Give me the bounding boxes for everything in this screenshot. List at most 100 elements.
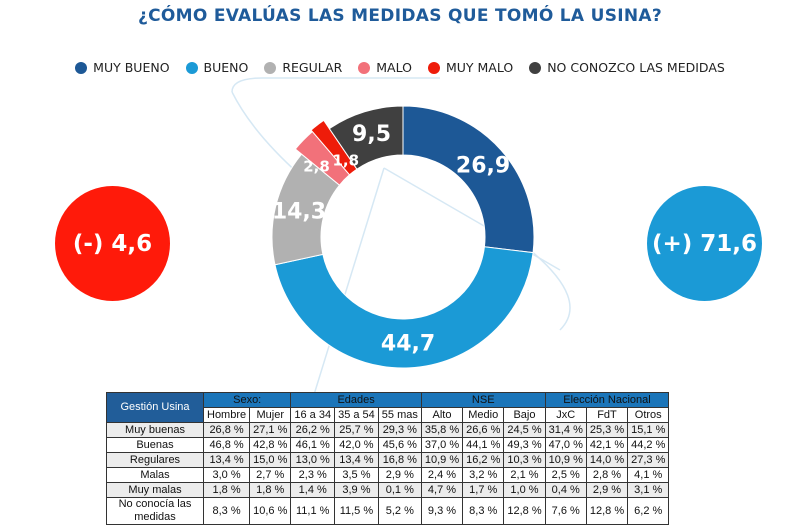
legend-swatch <box>185 61 198 74</box>
legend-swatch <box>264 61 277 74</box>
table-cell: 3,0 % <box>202 467 251 483</box>
legend-swatch <box>427 61 440 74</box>
table-row-label: No conocía las medidas <box>106 497 204 525</box>
table-cell: 25,3 % <box>585 422 629 438</box>
table-cell: 5,2 % <box>377 497 422 525</box>
table-cell: 11,1 % <box>290 497 336 525</box>
table-row-label: Malas <box>106 467 204 483</box>
table-column-header: 16 a 34 <box>290 407 336 423</box>
table-cell: 49,3 % <box>503 437 546 453</box>
donut-slice-value-label: 14,3 <box>272 200 326 225</box>
table-group-header-row: Gestión Usina Sexo: Edades NSE Elección Nac… <box>106 392 670 423</box>
table-cell: 3,1 % <box>627 482 670 498</box>
table-row: Regulares 13,4 % 15,0 % 13,0 % 13,4 % 16,8 % 1… <box>106 452 670 468</box>
table-cell: 10,3 % <box>503 452 546 468</box>
legend-item: MALO <box>358 60 412 75</box>
table-cell: 12,8 % <box>585 497 629 525</box>
donut-slice-value-label: 9,5 <box>352 122 391 147</box>
legend-item: MUY BUENO <box>75 60 170 75</box>
table-cell: 1,7 % <box>462 482 505 498</box>
table-cell: 0,1 % <box>377 482 422 498</box>
table-group-header: Edades <box>290 392 422 408</box>
legend-swatch <box>358 61 371 74</box>
table-cell: 31,4 % <box>544 422 587 438</box>
table-column-header: Mujer <box>249 407 292 423</box>
table-column-header: Alto <box>420 407 464 423</box>
table-cell: 16,2 % <box>462 452 505 468</box>
table-cell: 15,1 % <box>627 422 670 438</box>
legend-label: BUENO <box>203 60 249 75</box>
table-group-header: NSE <box>420 392 546 408</box>
table-cell: 1,4 % <box>290 482 336 498</box>
table-cell: 2,1 % <box>503 467 546 483</box>
table-cell: 13,0 % <box>290 452 336 468</box>
chart-title: ¿CÓMO EVALÚAS LAS MEDIDAS QUE TOMÓ LA US… <box>137 6 663 26</box>
donut-slice <box>274 246 534 369</box>
chart-legend: MUY BUENO BUENO REGULAR MALO MUY MALO NO CONO… <box>0 60 800 75</box>
table-cell: 24,5 % <box>503 422 546 438</box>
table-column-header: JxC <box>544 407 587 423</box>
table-cell: 2,9 % <box>585 482 629 498</box>
table-row: No conocía las medidas 8,3 % 10,6 % 11,1 % 1… <box>106 497 670 525</box>
table-cell: 29,3 % <box>377 422 422 438</box>
legend-label: NO CONOZCO LAS MEDIDAS <box>547 60 725 75</box>
table-cell: 13,4 % <box>334 452 379 468</box>
table-column-header: Medio <box>462 407 505 423</box>
table-cell: 9,3 % <box>420 497 464 525</box>
table-cell: 3,9 % <box>334 482 379 498</box>
table-cell: 2,3 % <box>290 467 336 483</box>
positive-total-bubble: (+) 71,6 <box>647 186 762 301</box>
table-column-header: Bajo <box>503 407 546 423</box>
table-group-header: Sexo: <box>202 392 292 408</box>
table-cell: 1,0 % <box>503 482 546 498</box>
table-cell: 35,8 % <box>420 422 464 438</box>
table-cell: 42,1 % <box>585 437 629 453</box>
table-cell: 1,8 % <box>202 482 251 498</box>
table-row-label: Muy buenas <box>106 422 204 438</box>
table-cell: 2,4 % <box>420 467 464 483</box>
legend-label: MUY MALO <box>445 60 514 75</box>
table-cell: 12,8 % <box>503 497 546 525</box>
legend-item: BUENO <box>185 60 249 75</box>
table-cell: 46,8 % <box>202 437 251 453</box>
table-cell: 0,4 % <box>544 482 587 498</box>
table-cell: 2,9 % <box>377 467 422 483</box>
donut-slice-value-label: 26,9 <box>456 153 510 178</box>
table-cell: 26,6 % <box>462 422 505 438</box>
legend-item: NO CONOZCO LAS MEDIDAS <box>529 60 725 75</box>
table-cell: 3,2 % <box>462 467 505 483</box>
table-cell: 47,0 % <box>544 437 587 453</box>
table-cell: 37,0 % <box>420 437 464 453</box>
table-cell: 4,7 % <box>420 482 464 498</box>
table-column-header: FdT <box>585 407 629 423</box>
legend-swatch <box>529 61 542 74</box>
table-cell: 13,4 % <box>202 452 251 468</box>
decorative-arc <box>231 91 301 176</box>
table-corner-label: Gestión Usina <box>106 392 204 423</box>
donut-slice-value-label: 2,8 <box>303 157 330 175</box>
donut-slice-value-label: 1,8 <box>332 151 359 169</box>
table-row: Muy malas 1,8 % 1,8 % 1,4 % 3,9 % 0,1 % 4,7 % 1… <box>106 482 670 498</box>
decorative-arc <box>529 249 571 331</box>
table-cell: 10,9 % <box>544 452 587 468</box>
table-row: Malas 3,0 % 2,7 % 2,3 % 3,5 % 2,9 % 2,4 % 3,2 %… <box>106 467 670 483</box>
table-cell: 8,3 % <box>462 497 505 525</box>
table-cell: 8,3 % <box>202 497 251 525</box>
table-cell: 2,7 % <box>249 467 292 483</box>
table-cell: 46,1 % <box>290 437 336 453</box>
table-cell: 44,2 % <box>627 437 670 453</box>
table-cell: 42,0 % <box>334 437 379 453</box>
table-cell: 11,5 % <box>334 497 379 525</box>
decorative-arc <box>231 77 440 93</box>
donut-slice-value-label: 44,7 <box>381 331 435 356</box>
table-row: Buenas 46,8 % 42,8 % 46,1 % 42,0 % 45,6 % 37,0… <box>106 437 670 453</box>
table-column-header: 55 mas <box>377 407 422 423</box>
table-cell: 15,0 % <box>249 452 292 468</box>
table-row-label: Regulares <box>106 452 204 468</box>
table-row-label: Muy malas <box>106 482 204 498</box>
legend-swatch <box>75 61 88 74</box>
table-cell: 3,5 % <box>334 467 379 483</box>
negative-total-bubble: (-) 4,6 <box>55 186 170 301</box>
table-cell: 6,2 % <box>627 497 670 525</box>
table-cell: 26,8 % <box>202 422 251 438</box>
